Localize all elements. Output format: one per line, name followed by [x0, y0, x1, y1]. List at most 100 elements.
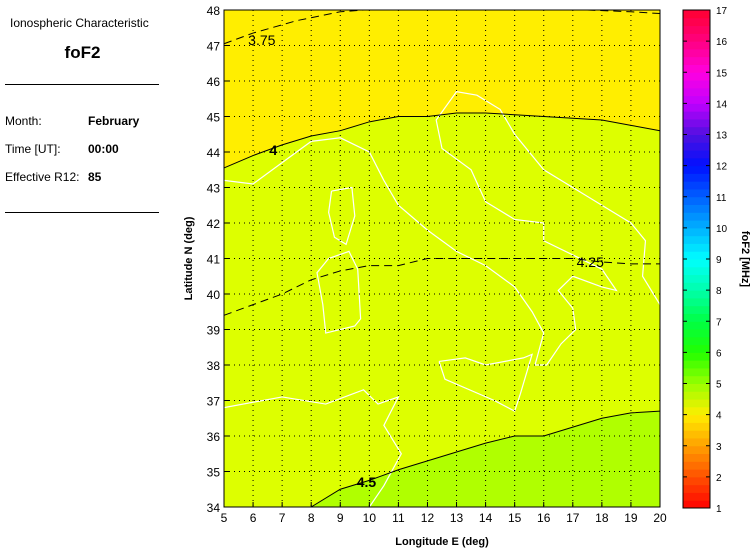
x-tick-label: 10: [363, 511, 377, 525]
y-tick-label: 44: [207, 146, 221, 160]
colorbar-band: [683, 48, 710, 58]
y-tick-label: 37: [207, 395, 221, 409]
colorbar-band: [683, 297, 710, 307]
contour-label: 4: [270, 142, 278, 158]
coastline: [438, 353, 534, 413]
colorbar-label: foF2 [MHz]: [739, 231, 751, 288]
colorbar-tick-label: 7: [716, 317, 722, 328]
colorbar-band: [683, 453, 710, 462]
colorbar-band: [683, 375, 710, 384]
colorbar-band: [683, 352, 710, 361]
colorbar-band: [683, 430, 710, 439]
colorbar-band: [683, 142, 710, 151]
x-axis-label: Longitude E (deg): [395, 536, 489, 548]
colorbar-tick-label: 14: [716, 99, 728, 110]
x-tick-label: 16: [537, 511, 551, 525]
colorbar-band: [683, 266, 710, 276]
colorbar-band: [683, 134, 710, 143]
divider: [5, 212, 159, 213]
month-value: February: [88, 114, 140, 128]
colorbar-tick-label: 4: [716, 411, 722, 422]
colorbar-band: [683, 336, 710, 346]
colorbar-band: [683, 95, 710, 104]
colorbar-band: [683, 367, 710, 377]
colorbar-band: [683, 251, 710, 260]
colorbar-tick-label: 16: [716, 37, 728, 48]
colorbar-band: [683, 476, 710, 486]
colorbar-band: [683, 41, 710, 50]
x-tick-label: 17: [566, 511, 580, 525]
x-tick-label: 9: [337, 511, 344, 525]
colorbar-tick-label: 12: [716, 162, 728, 173]
colorbar-band: [683, 391, 710, 400]
colorbar-tick-label: 15: [716, 68, 728, 79]
colorbar-band: [683, 227, 710, 237]
coastline: [316, 250, 362, 334]
colorbar-tick-label: 6: [716, 348, 722, 359]
colorbar-band: [683, 422, 710, 431]
colorbar-tick-label: 13: [716, 131, 728, 142]
colorbar-band: [683, 25, 710, 34]
contour-line-4: [223, 112, 661, 169]
colorbar-band: [683, 399, 710, 408]
x-tick-label: 13: [450, 511, 464, 525]
contour-label: 4.5: [357, 474, 377, 490]
y-tick-label: 39: [207, 324, 221, 338]
colorbar-band: [683, 196, 710, 206]
y-tick-label: 34: [207, 501, 221, 515]
x-tick-label: 8: [308, 511, 315, 525]
contour-line-4.25: [223, 258, 660, 316]
x-tick-label: 14: [479, 511, 493, 525]
y-tick-label: 43: [207, 182, 221, 196]
x-tick-label: 20: [653, 511, 667, 525]
colorbar-band: [683, 437, 710, 447]
colorbar-band: [683, 212, 710, 221]
colorbar-band: [683, 87, 710, 97]
colorbar-band: [683, 329, 710, 338]
colorbar-band: [683, 383, 710, 392]
colorbar-band: [683, 64, 710, 73]
heading: Ionospheric Characteristic: [10, 16, 149, 30]
colorbar-band: [683, 445, 710, 455]
colorbar-tick-label: 17: [716, 6, 728, 17]
colorbar-band: [683, 10, 710, 19]
contour-label: 3.75: [248, 32, 275, 48]
contour-line-4.5: [310, 410, 661, 508]
x-tick-label: 19: [624, 511, 638, 525]
colorbar-band: [683, 321, 710, 330]
time-value: 00:00: [88, 142, 119, 156]
colorbar-band: [683, 33, 710, 42]
colorbar-band: [683, 414, 710, 423]
coastline: [328, 186, 356, 246]
y-tick-label: 40: [207, 288, 221, 302]
colorbar-band: [683, 80, 710, 89]
y-tick-label: 45: [207, 111, 221, 125]
y-tick-label: 36: [207, 430, 221, 444]
colorbar-band: [683, 220, 710, 229]
colorbar-tick-label: 1: [716, 504, 722, 515]
colorbar-band: [683, 118, 710, 128]
x-tick-label: 11: [392, 511, 405, 525]
colorbar-band: [683, 484, 710, 493]
time-label: Time [UT]:: [5, 142, 61, 156]
coastline: [223, 389, 402, 508]
x-tick-label: 5: [221, 511, 228, 525]
colorbar-band: [683, 157, 710, 167]
contour-label: 4.25: [577, 254, 604, 270]
x-tick-label: 12: [421, 511, 435, 525]
colorbar-tick-label: 10: [716, 224, 728, 235]
colorbar-band: [683, 305, 710, 314]
y-tick-label: 48: [207, 4, 221, 18]
y-tick-label: 35: [207, 466, 221, 480]
characteristic-title: foF2: [64, 43, 101, 62]
y-tick-label: 46: [207, 75, 221, 89]
r12-value: 85: [88, 170, 102, 184]
x-tick-label: 15: [508, 511, 522, 525]
divider: [5, 84, 159, 85]
colorbar-band: [683, 290, 710, 299]
colorbar-band: [683, 103, 710, 112]
colorbar-band: [683, 406, 710, 416]
colorbar-band: [683, 235, 710, 244]
colorbar-band: [683, 56, 710, 65]
